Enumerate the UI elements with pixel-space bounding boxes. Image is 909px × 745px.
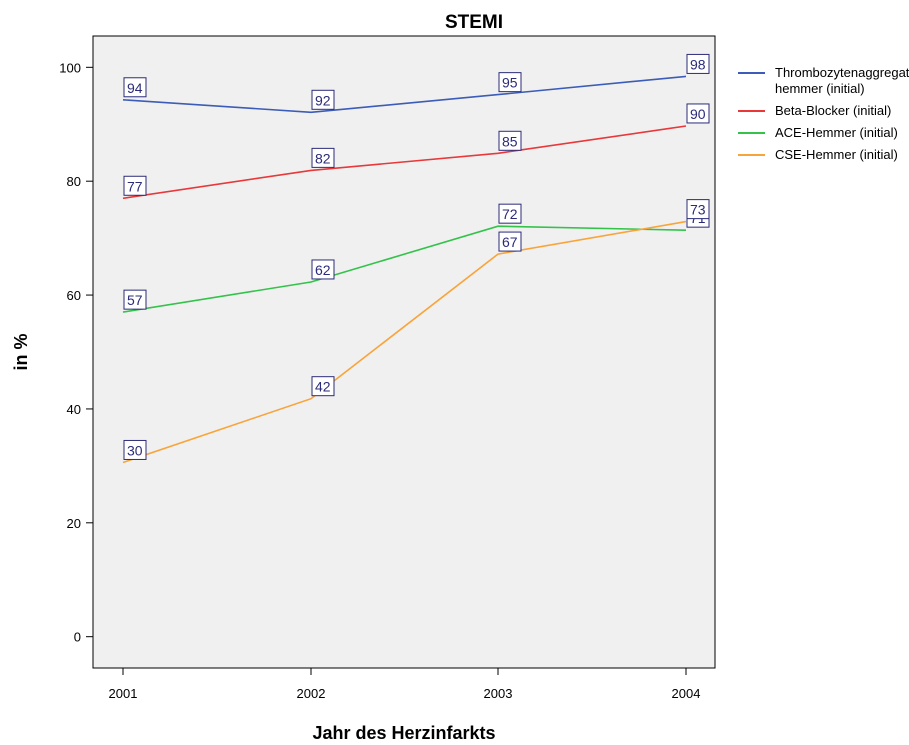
data-label-text: 72 [502,206,518,222]
x-tick-label: 2003 [484,686,513,701]
data-label: 77 [123,175,147,196]
data-label-box [311,89,335,110]
y-axis: 0 20 40 60 80 100 [59,60,93,645]
y-tick-label: 100 [59,60,81,75]
data-label-text: 42 [315,379,331,395]
data-label: 94 [123,77,147,98]
data-label: 72 [498,203,522,224]
data-label-box [498,130,522,151]
data-label: 67 [498,231,522,252]
data-label-box [686,53,710,74]
y-axis-label: in % [11,333,31,370]
chart-title: STEMI [445,12,503,33]
data-label-box [311,259,335,280]
legend-label: ACE-Hemmer (initial) [775,125,898,140]
x-tick-label: 2004 [672,686,701,701]
data-label-box [123,175,147,196]
data-label-box [123,439,147,460]
data-label-box [498,72,522,93]
data-label: 90 [686,103,710,124]
data-label: 42 [311,376,335,397]
legend-label: CSE-Hemmer (initial) [775,147,898,162]
data-label-text: 94 [127,80,143,96]
y-tick-label: 80 [67,174,81,189]
data-label: 85 [498,130,522,151]
data-label-box [686,103,710,124]
data-label: 73 [686,199,710,220]
data-label-text: 90 [690,106,706,122]
data-label: 92 [311,89,335,110]
data-label-box [311,376,335,397]
data-label-text: 57 [127,292,143,308]
data-labels: 94929598778285905762727130426773 [123,53,710,460]
data-label-text: 62 [315,262,331,278]
data-label-box [686,199,710,220]
data-label-box [123,77,147,98]
legend-label: hemmer (initial) [775,81,865,96]
y-tick-label: 40 [67,402,81,417]
data-label-text: 98 [690,56,706,72]
series-line [122,225,687,313]
data-label-text: 92 [315,92,331,108]
data-label: 57 [123,289,147,310]
data-label: 95 [498,72,522,93]
legend-item: ACE-Hemmer (initial) [738,125,898,140]
legend-item: Thrombozytenaggregations-hemmer (initial… [738,65,909,96]
x-axis: 2001 2002 2003 2004 [109,668,701,701]
data-label-text: 85 [502,133,518,149]
series-line [122,125,687,200]
data-label-text: 30 [127,442,143,458]
series-line [122,75,687,114]
legend-label: Beta-Blocker (initial) [775,103,891,118]
x-axis-label: Jahr des Herzinfarkts [312,723,495,743]
series-line [122,220,687,464]
legend: Thrombozytenaggregations-hemmer (initial… [738,65,909,162]
data-label-box [311,147,335,168]
data-label-text: 95 [502,75,518,91]
data-label: 82 [311,147,335,168]
data-label-text: 73 [690,202,706,218]
y-tick-label: 60 [67,288,81,303]
x-tick-label: 2001 [109,686,138,701]
x-tick-label: 2002 [297,686,326,701]
data-label: 98 [686,53,710,74]
legend-label: Thrombozytenaggregations- [775,65,909,80]
legend-item: Beta-Blocker (initial) [738,103,891,118]
data-label: 30 [123,439,147,460]
data-label-text: 82 [315,150,331,166]
data-label-box [498,203,522,224]
plot-area [92,35,716,669]
data-label-text: 67 [502,234,518,250]
series-layer [122,75,687,464]
y-tick-label: 0 [74,630,81,645]
data-label: 62 [311,259,335,280]
data-label-box [123,289,147,310]
y-tick-label: 20 [67,516,81,531]
legend-item: CSE-Hemmer (initial) [738,147,898,162]
data-label-text: 77 [127,178,143,194]
data-label-box [498,231,522,252]
